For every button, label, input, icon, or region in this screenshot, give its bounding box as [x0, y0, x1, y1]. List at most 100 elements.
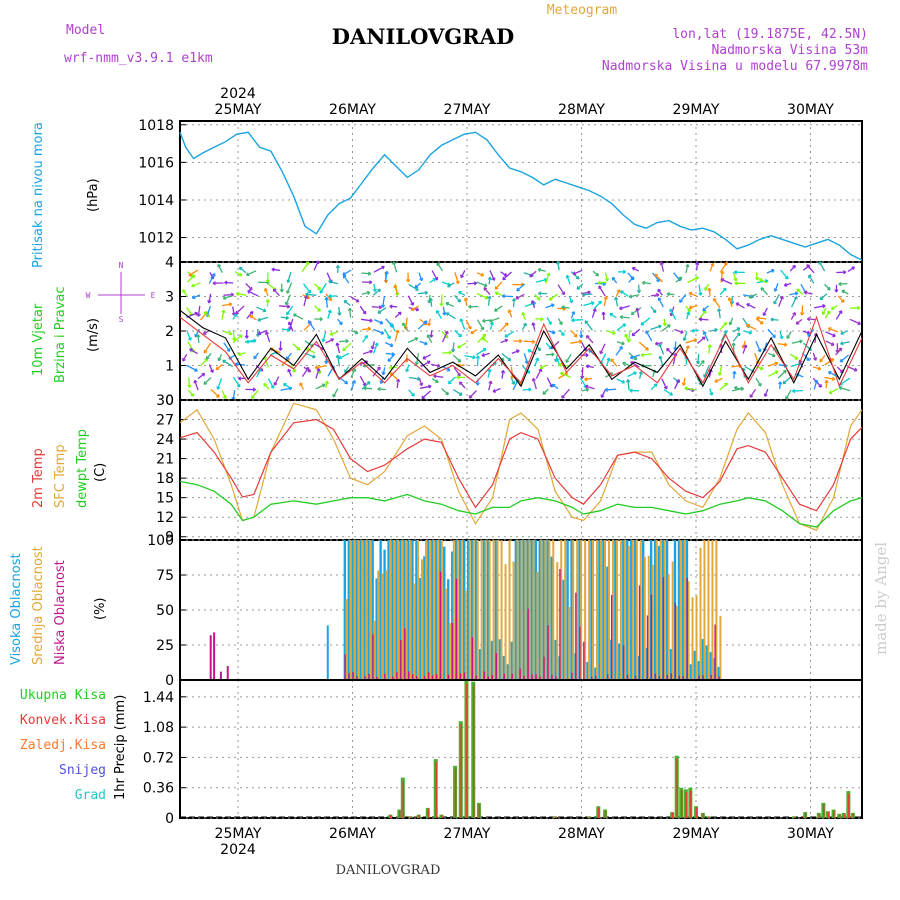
cloud-bar-high	[383, 549, 386, 680]
wind-arrow	[217, 264, 223, 273]
precip-bar-conv	[818, 813, 820, 818]
wind-arrow	[713, 298, 721, 308]
precip-bar-conv	[685, 792, 687, 818]
wind-arrow-head	[540, 317, 544, 322]
wind-arrow-head	[548, 321, 552, 325]
cloud-bar-high	[717, 667, 720, 680]
compass-w: W	[86, 291, 91, 300]
wind-arrow-head	[238, 266, 243, 271]
wind-arrow	[697, 336, 706, 344]
wind-arrow-head	[657, 288, 662, 293]
wind-arrow	[431, 270, 438, 281]
wind-arrow-head	[459, 318, 464, 323]
wind-arrow	[766, 269, 775, 274]
bottom-day-label: 26MAY	[329, 826, 376, 842]
wind-arrow-head	[379, 380, 384, 384]
wind-arrow	[720, 262, 728, 273]
cloud-bar-high	[570, 540, 573, 680]
wind-arrow	[305, 347, 316, 354]
cloud-bar-low	[595, 675, 597, 680]
y-tick-label: 21	[156, 452, 174, 468]
wind-arrow	[807, 318, 816, 321]
cloud-bar-low	[455, 578, 458, 680]
wind-arrow	[453, 294, 461, 303]
cloud-bar-high	[375, 578, 378, 680]
y-tick-label: 18	[156, 471, 174, 487]
wind-speed-line	[179, 309, 863, 388]
wind-arrow-head	[749, 394, 754, 398]
wind-arrow	[559, 329, 565, 336]
wind-arrow	[651, 294, 660, 297]
wind-arrow-head	[600, 394, 605, 398]
wind-arrow-head	[818, 384, 822, 388]
cloud-bar-high	[343, 540, 347, 680]
wind-arrow	[585, 365, 594, 369]
wind-arrow	[768, 362, 778, 367]
wind-arrow	[222, 359, 234, 368]
wind-arrow	[838, 282, 848, 285]
wind-arrow-head	[598, 285, 602, 289]
wind-arrow	[453, 389, 463, 396]
wind-arrow-head	[376, 366, 381, 371]
wind-arrow	[532, 322, 536, 330]
wind-arrow-head	[799, 312, 805, 316]
wind-arrow-head	[428, 384, 432, 389]
wind-arrow	[791, 340, 803, 344]
wind-arrow-head	[714, 328, 718, 333]
wind-arrow	[531, 300, 536, 309]
wind-arrow	[674, 328, 684, 334]
wind-arrow	[755, 340, 761, 353]
wind-arrow-head	[616, 289, 621, 293]
cloud-bar-mid	[544, 540, 547, 680]
wind-arrow-head	[286, 279, 291, 284]
wind-arrow-head	[857, 305, 861, 310]
wind-arrow	[709, 388, 713, 396]
wind-arrow	[457, 342, 467, 349]
cloud-bar-high	[403, 540, 406, 680]
wind-arrow-head	[196, 334, 201, 338]
wind-arrow-head	[271, 267, 275, 272]
wind-arrow	[604, 272, 609, 282]
bottom-day-label: 25MAY	[215, 826, 262, 842]
wind-arrow-head	[354, 330, 359, 335]
wind-arrow	[561, 388, 570, 399]
y-tick-label: 1014	[138, 193, 174, 209]
wind-arrow-head	[211, 273, 216, 277]
wind-arrow-head	[678, 276, 683, 281]
wind-arrow-head	[262, 308, 267, 313]
wind-arrow-head	[571, 318, 575, 323]
wind-arrow-head	[338, 355, 342, 360]
wind-arrow-head	[446, 367, 451, 372]
wind-arrow	[638, 341, 649, 351]
cloud-bar-high	[669, 649, 673, 680]
cloud-bar-low	[368, 673, 370, 680]
wind-arrow-head	[384, 270, 389, 275]
wind-arrow-head	[754, 276, 760, 281]
top-day-label: 26MAY	[329, 102, 376, 118]
dew-title: dewpt Temp	[75, 429, 90, 508]
wind-arrow	[292, 343, 301, 351]
wind-arrow-head	[763, 393, 768, 397]
wind-arrow-head	[814, 379, 819, 384]
wind-arrow	[675, 276, 683, 283]
wind-arrow	[539, 364, 547, 369]
cloud-bar-high	[486, 540, 490, 680]
wind-arrow-head	[396, 378, 401, 383]
precip-bar-conv	[838, 814, 841, 818]
wind-arrow-head	[287, 321, 292, 326]
wind-arrow-head	[492, 388, 496, 393]
wind-arrow-head	[216, 386, 221, 390]
wind-arrow	[628, 276, 634, 283]
wind-arrow-head	[687, 308, 691, 313]
wind-arrow-head	[222, 359, 226, 364]
wind-arrow	[349, 308, 352, 318]
wind-arrow-head	[693, 338, 698, 343]
wind-arrow	[615, 289, 621, 297]
cloud-bar-low	[702, 675, 704, 680]
wind-arrow-head	[307, 320, 312, 324]
wind-arrow	[733, 371, 736, 379]
y-tick-label: 12	[156, 510, 174, 526]
wind-arrow-head	[684, 386, 688, 391]
wind-arrow	[650, 383, 658, 391]
wind-arrow-head	[377, 310, 382, 314]
